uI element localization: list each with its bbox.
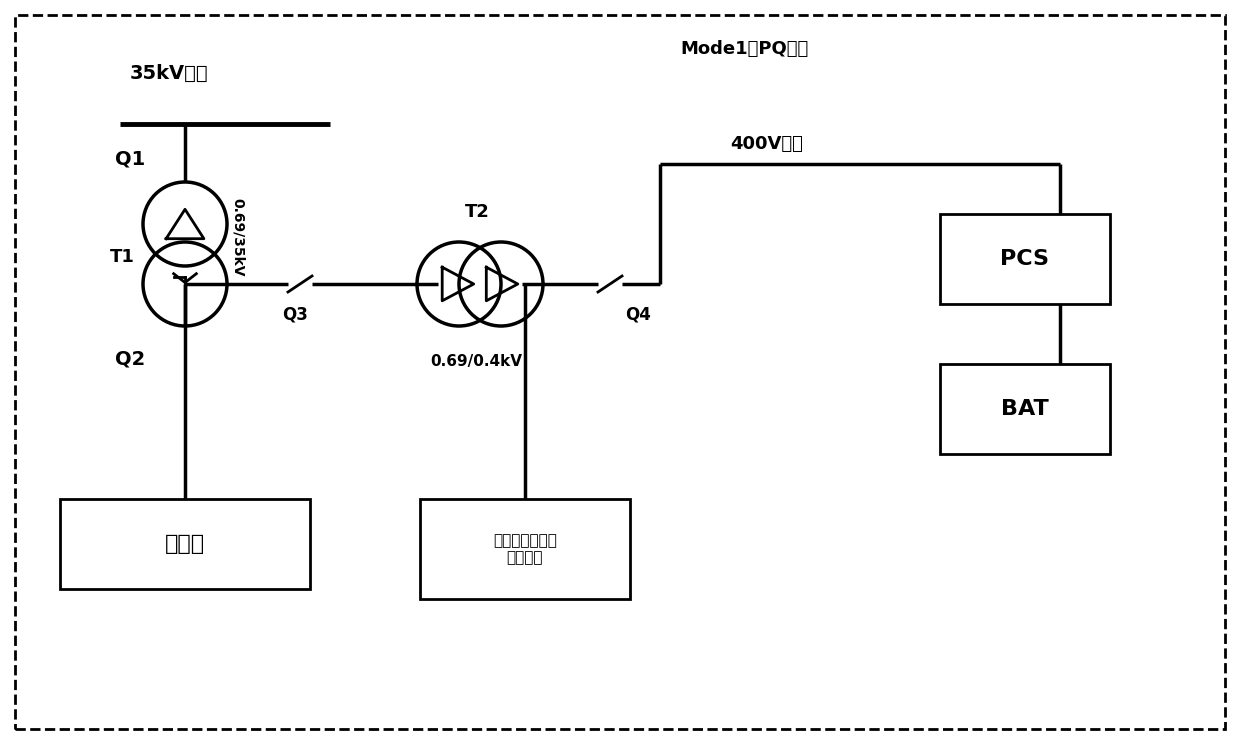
Text: 0.69/0.4kV: 0.69/0.4kV xyxy=(430,354,522,369)
FancyBboxPatch shape xyxy=(60,499,310,589)
Text: Q1: Q1 xyxy=(115,149,145,168)
Text: BAT: BAT xyxy=(1001,399,1049,419)
Text: PCS: PCS xyxy=(1001,249,1049,269)
Text: 400V毛线: 400V毛线 xyxy=(730,135,802,153)
FancyBboxPatch shape xyxy=(940,364,1110,454)
Text: 变流器: 变流器 xyxy=(165,534,205,554)
FancyBboxPatch shape xyxy=(420,499,630,599)
Text: T1: T1 xyxy=(110,248,135,266)
Text: T2: T2 xyxy=(465,203,490,221)
Text: Q2: Q2 xyxy=(115,349,145,368)
Text: Q4: Q4 xyxy=(625,305,651,323)
FancyBboxPatch shape xyxy=(940,214,1110,304)
Text: 35kV毛线: 35kV毛线 xyxy=(130,64,208,83)
Text: Mode1：PQ控制: Mode1：PQ控制 xyxy=(680,40,808,58)
Text: 0.69/35kV: 0.69/35kV xyxy=(231,199,246,277)
Text: Q3: Q3 xyxy=(281,305,308,323)
Text: 风力发电机组自
用电系统: 风力发电机组自 用电系统 xyxy=(494,533,557,565)
